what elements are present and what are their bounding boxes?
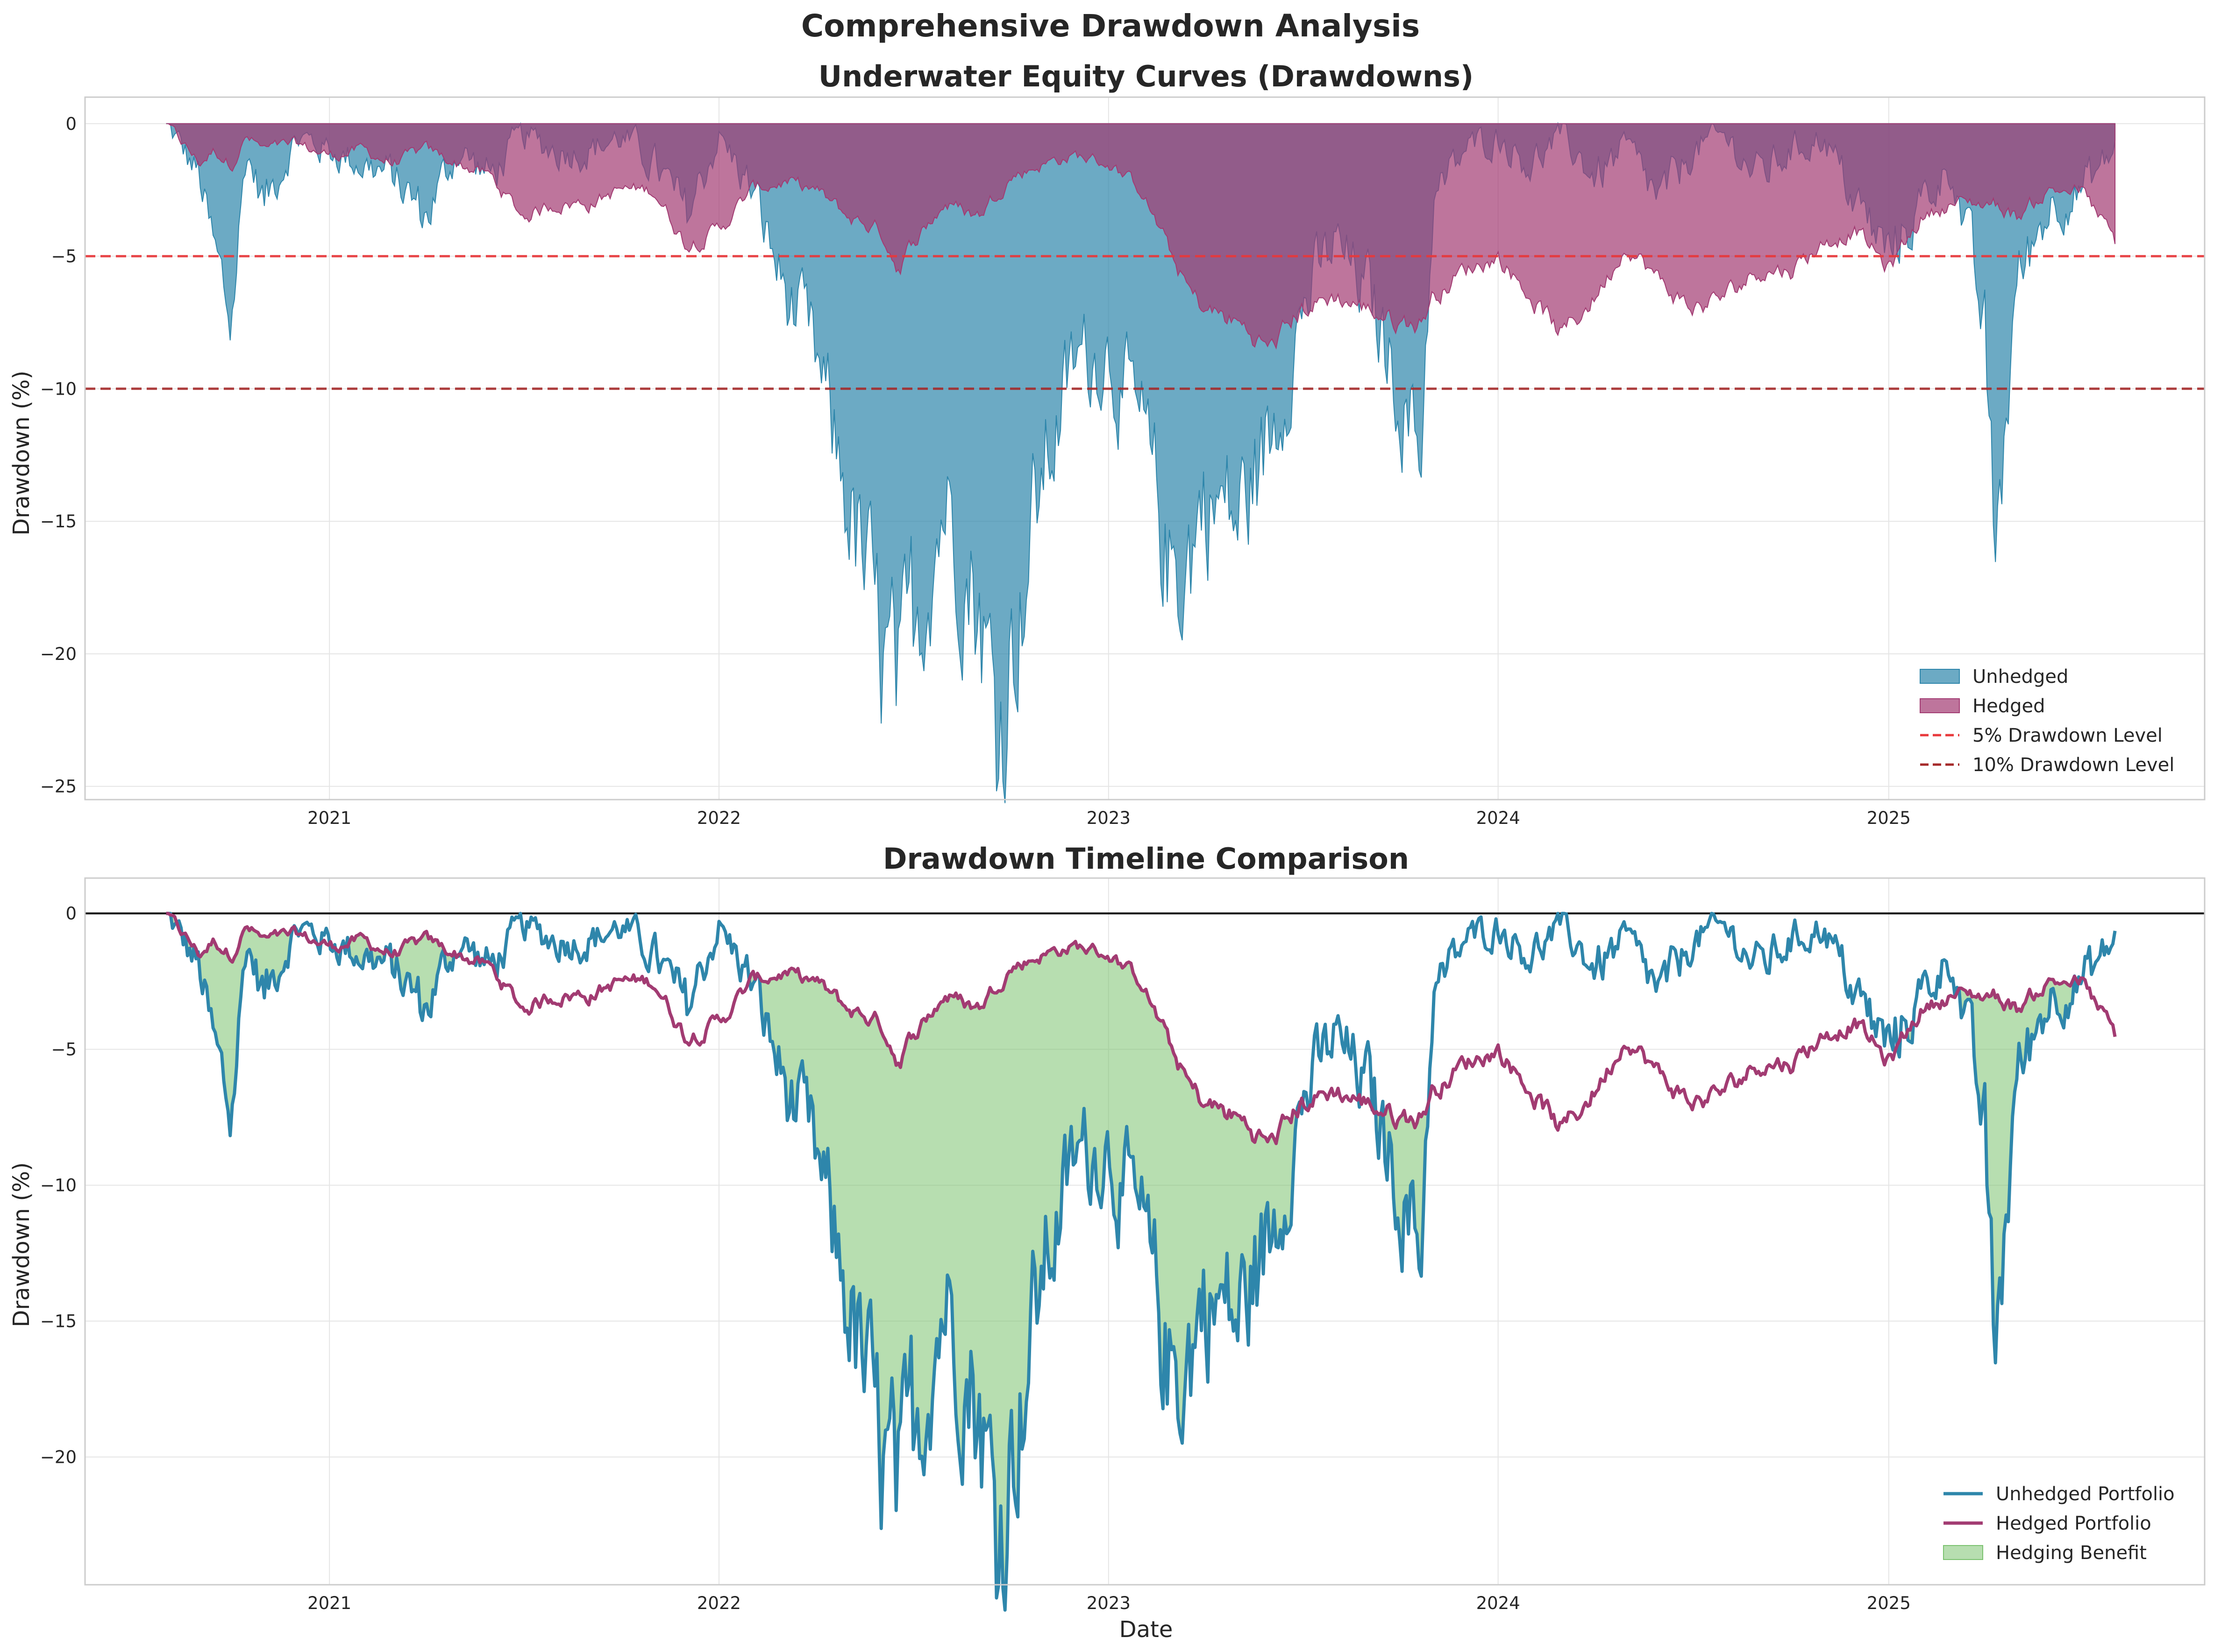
chart1-frame [84,96,2206,801]
chart1-axes: 2021 2022 2023 2024 2025 0 −5 −10 −15 −20 −25 [40,96,2206,828]
legend-level-10-label: 10% Drawdown Level [1972,754,2174,776]
chart2-title: Drawdown Timeline Comparison [883,842,1409,876]
chart2-legend: Unhedged Portfolio Hedged Portfolio Hedgin… [1943,1483,2175,1564]
unhedged-portfolio-line [166,912,2117,1612]
chart1-y-tick-label: −10 [40,379,77,399]
underwater-chart: Underwater Equity Curves (Drawdowns) 202… [8,59,2206,828]
chart1-legend: Unhedged Hedged 5% Drawdown Level 10% Drawd… [1920,666,2174,776]
chart2-y-tick-label: −5 [51,1040,77,1060]
chart2-y-axis-label: Drawdown (%) [8,1162,35,1327]
hedging-benefit-area [166,913,2115,1610]
chart1-y-tick-label: −15 [40,511,77,532]
legend-unhedged-portfolio-label: Unhedged Portfolio [1996,1483,2175,1505]
legend-hedged-label: Hedged [1972,695,2045,717]
chart2-x-axis-label: Date [1119,1617,1173,1643]
chart1-y-tick-label: 0 [65,114,77,134]
hedged-portfolio-line [166,912,2117,1145]
chart1-title: Underwater Equity Curves (Drawdowns) [819,59,1474,93]
chart1-x-tick-label: 2022 [697,808,741,828]
chart1-plot-area [85,121,2205,803]
chart1-x-tick-label: 2021 [307,808,351,828]
legend-hedging-benefit-swatch [1943,1545,1983,1560]
legend-hedging-benefit-label: Hedging Benefit [1996,1542,2147,1564]
chart1-x-tick-label: 2023 [1087,808,1131,828]
chart2-x-tick-label: 2025 [1867,1593,1911,1613]
chart1-x-tick-label: 2024 [1476,808,1520,828]
legend-hedged-swatch [1920,698,1960,713]
chart2-y-tick-label: −15 [40,1312,77,1332]
figure-suptitle: Comprehensive Drawdown Analysis [801,8,1420,44]
hedged-drawdown-area [166,123,2116,350]
legend-level-5-label: 5% Drawdown Level [1972,725,2163,746]
legend-unhedged-label: Unhedged [1972,666,2068,688]
chart1-y-axis-label: Drawdown (%) [8,370,35,535]
chart2-x-tick-label: 2023 [1087,1593,1131,1613]
legend-hedged-portfolio-label: Hedged Portfolio [1996,1513,2151,1534]
chart2-x-tick-label: 2024 [1476,1593,1520,1613]
chart1-y-tick-label: −25 [40,777,77,797]
chart2-x-tick-label: 2021 [307,1593,351,1613]
chart2-x-tick-label: 2022 [697,1593,741,1613]
chart2-y-tick-label: −10 [40,1176,77,1196]
chart2-axes: 2021 2022 2023 2024 2025 0 −5 −10 −15 −20 [40,877,2206,1613]
legend-unhedged-swatch [1920,669,1960,684]
chart2-y-tick-label: 0 [65,904,77,924]
chart1-x-tick-label: 2025 [1867,808,1911,828]
chart1-y-tick-label: −5 [51,247,77,267]
chart1-y-tick-label: −20 [40,644,77,664]
chart2-y-tick-label: −20 [40,1447,77,1467]
timeline-chart: Drawdown Timeline Comparison 2021 2022 202… [8,842,2206,1643]
chart2-plot-area [85,912,2205,1612]
chart2-frame [84,877,2206,1586]
